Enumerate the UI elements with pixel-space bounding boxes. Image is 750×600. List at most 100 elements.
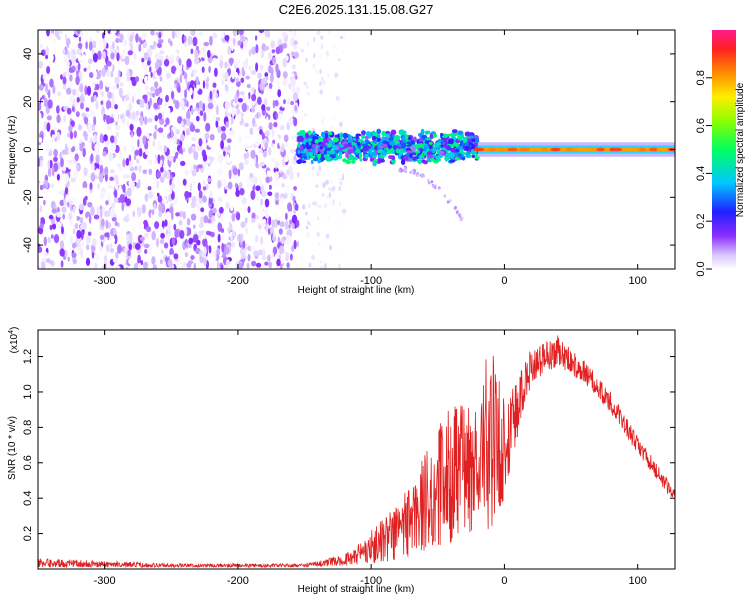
noise-cell [56, 221, 62, 229]
noise-cell [275, 200, 279, 206]
noise-cell [77, 62, 81, 71]
noise-cell [224, 83, 229, 92]
noise-cell [92, 135, 96, 144]
noise-cell [68, 212, 73, 220]
noise-cell [207, 218, 212, 224]
carrier-cell [629, 147, 639, 152]
noise-cell [45, 54, 49, 60]
noise-cell [142, 169, 147, 175]
snr-scale-prefix: (x10 [9, 333, 20, 353]
noise-cell [224, 34, 230, 42]
noise-cell [296, 241, 299, 247]
noise-cell [237, 168, 241, 177]
noise-cell [198, 230, 202, 238]
noise-cell [258, 134, 263, 143]
noise-cell [198, 175, 203, 182]
noise-cell [105, 83, 110, 88]
noise-cell [48, 89, 51, 99]
noise-cell [280, 263, 283, 269]
scatter-cell [296, 86, 300, 93]
noise-cell [89, 182, 93, 190]
noise-cell [157, 140, 161, 147]
signal-cell [305, 141, 309, 148]
noise-cell [144, 249, 148, 254]
noise-cell [128, 258, 133, 265]
noise-cell [99, 133, 104, 143]
noise-cell [138, 165, 142, 173]
noise-cell [94, 143, 99, 153]
noise-cell [215, 92, 218, 99]
noise-cell [112, 258, 119, 263]
noise-cell [150, 178, 156, 184]
noise-cell [153, 131, 157, 141]
scatter-cell [332, 115, 335, 122]
noise-cell [93, 254, 97, 262]
noise-cell [115, 251, 119, 259]
noise-cell [204, 189, 208, 197]
noise-cell [181, 34, 185, 44]
signal-cell [369, 158, 374, 162]
scatter-cell [316, 231, 320, 237]
noise-cell [279, 221, 285, 228]
noise-cell [163, 196, 167, 205]
signal-cell [345, 159, 352, 165]
noise-cell [232, 30, 238, 37]
noise-cell [187, 35, 193, 46]
noise-cell [163, 145, 168, 153]
scatter-cell [332, 44, 336, 49]
noise-cell [213, 168, 218, 177]
noise-cell [264, 72, 269, 78]
signal-cell [347, 149, 353, 154]
signal-cell [307, 130, 312, 135]
noise-cell [39, 205, 43, 213]
noise-cell [268, 261, 273, 269]
signal-cell [429, 133, 433, 139]
noise-cell [274, 218, 278, 229]
noise-cell [255, 62, 259, 72]
noise-cell [291, 77, 296, 87]
scatter-cell [312, 63, 316, 69]
signal-cell [361, 143, 368, 147]
noise-cell [257, 112, 262, 118]
noise-cell [203, 112, 207, 122]
noise-cell [164, 156, 167, 163]
noise-cell [138, 147, 143, 157]
trail-cell [438, 186, 441, 190]
noise-cell [141, 32, 147, 38]
noise-cell [267, 228, 271, 235]
noise-cell [109, 187, 115, 193]
noise-cell [290, 134, 295, 141]
y-tick-label: 1.0 [22, 384, 34, 399]
noise-cell [207, 177, 212, 183]
noise-cell [159, 50, 165, 55]
noise-cell [90, 110, 95, 119]
noise-cell [224, 246, 230, 255]
noise-cell [231, 213, 236, 222]
noise-cell [154, 34, 158, 43]
noise-cell [247, 254, 251, 262]
noise-cell [51, 208, 57, 214]
noise-cell [157, 42, 162, 49]
noise-cell [141, 57, 145, 63]
signal-cell [344, 143, 349, 149]
noise-cell [195, 94, 200, 101]
noise-cell [129, 41, 133, 48]
noise-cell [47, 159, 51, 169]
signal-cell [329, 154, 336, 158]
signal-cell [297, 135, 304, 141]
noise-cell [242, 60, 248, 70]
noise-cell [238, 30, 244, 36]
noise-cell [130, 160, 134, 169]
noise-cell [147, 74, 152, 81]
carrier-cell [496, 147, 506, 152]
noise-cell [110, 143, 117, 152]
noise-cell [158, 31, 162, 39]
noise-cell [255, 44, 259, 54]
signal-cell [377, 134, 381, 138]
noise-cell [163, 126, 169, 134]
noise-cell [159, 92, 163, 99]
noise-cell [132, 181, 135, 188]
scatter-cell [311, 166, 315, 171]
